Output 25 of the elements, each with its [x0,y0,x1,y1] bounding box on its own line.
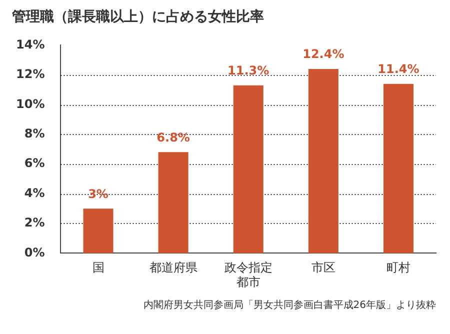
y-tick-label: 2% [24,216,45,230]
x-tick-label: 都道府県 [149,260,198,275]
bar [158,152,188,254]
y-tick-label: 14% [16,37,45,52]
chart-title: 管理職（課長職以上）に占める女性比率 [12,8,265,26]
bar [233,85,264,254]
x-tick-label: 市区 [311,260,336,275]
bar [83,208,114,254]
bar [383,84,414,254]
y-tick-label: 0% [24,245,45,260]
y-tick-label: 8% [24,126,45,140]
data-label: 12.4% [302,47,344,62]
y-tick-label: 4% [24,186,45,200]
data-label: 11.4% [378,62,420,76]
data-label: 11.3% [228,63,270,78]
text: 内閣府男女共同参画局「男女共同参画白書平成26年版」より抜粋 [142,298,436,312]
data-label: 3% [88,186,108,201]
x-tick-label: 町村 [386,260,410,275]
y-tick-label: 10% [16,96,45,111]
bar [308,68,338,254]
x-tick-label: 政令指定都市 [224,260,272,289]
y-tick-label: 12% [16,67,45,82]
x-tick-label: 国 [92,260,104,275]
y-tick-label: 6% [24,156,45,170]
data-label: 6.8% [156,130,190,144]
